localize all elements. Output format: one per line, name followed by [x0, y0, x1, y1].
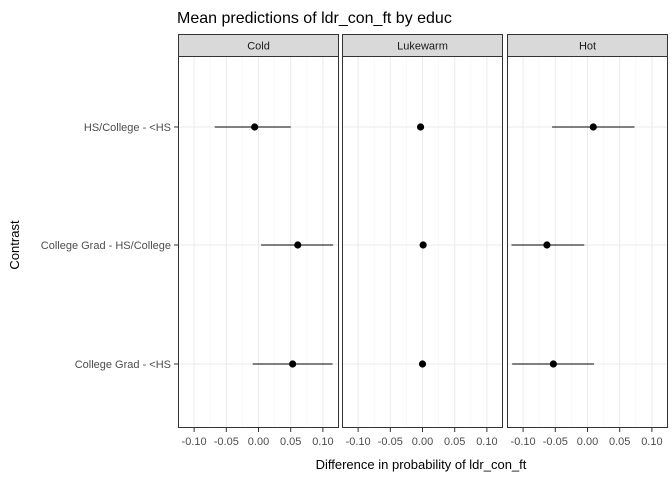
- x-tick-label: 0.10: [312, 436, 333, 448]
- chart-title: Mean predictions of ldr_con_ft by educ: [177, 10, 452, 27]
- estimate-point: [543, 241, 551, 249]
- x-tick-label: -0.10: [511, 436, 536, 448]
- y-axis-ticks: HS/College - <HS College Grad - HS/Colleg…: [41, 122, 178, 371]
- facet-panel-cold: Cold -0.10 -0.05 0.00 0.05 0.10: [177, 34, 340, 448]
- facet-strip-label: Hot: [579, 41, 596, 53]
- x-tick-label: -0.10: [346, 436, 371, 448]
- facet-strip-label: Lukewarm: [397, 41, 448, 53]
- y-tick-label: College Grad - <HS: [75, 359, 171, 371]
- x-tick-label: -0.05: [214, 436, 239, 448]
- x-tick-label: 0.05: [444, 436, 465, 448]
- facet-panel-lukewarm: Lukewarm -0.10 -0.05 0.00 0.05 0.10: [341, 34, 504, 448]
- x-tick-label: 0.10: [641, 436, 662, 448]
- x-tick-label: -0.10: [182, 436, 207, 448]
- estimate-point: [294, 241, 302, 249]
- estimate-point: [589, 123, 597, 131]
- x-tick-label: 0.10: [476, 436, 497, 448]
- facet-strip-label: Cold: [247, 41, 270, 53]
- x-tick-label: 0.00: [577, 436, 598, 448]
- estimate-point: [289, 360, 297, 368]
- facet-panel-hot: Hot -0.10 -0.05 0.00 0.05 0.10: [506, 34, 669, 448]
- facet-panels: Cold-0.10 -0.05 0.00 0.05 0.10Lukewarm-0.10-…: [177, 34, 669, 448]
- x-axis-title: Difference in probability of ldr_con_ft: [316, 457, 527, 472]
- x-tick-label: -0.05: [378, 436, 403, 448]
- estimate-point: [418, 360, 427, 368]
- y-tick-label: College Grad - HS/College: [41, 240, 171, 252]
- y-axis-title: Contrast: [7, 220, 22, 270]
- x-tick-label: 0.00: [412, 436, 433, 448]
- x-tick-label: 0.05: [280, 436, 301, 448]
- x-tick-label: 0.05: [609, 436, 630, 448]
- x-tick-label: 0.00: [248, 436, 269, 448]
- facet-strip: [342, 34, 503, 57]
- x-tick-label: -0.05: [543, 436, 568, 448]
- estimate-point: [416, 123, 425, 131]
- estimate-point: [251, 123, 259, 131]
- facet-strip: [178, 34, 339, 57]
- estimate-point: [419, 241, 427, 249]
- y-tick-label: HS/College - <HS: [84, 122, 171, 134]
- facet-strip: [507, 34, 668, 57]
- estimate-point: [549, 360, 557, 368]
